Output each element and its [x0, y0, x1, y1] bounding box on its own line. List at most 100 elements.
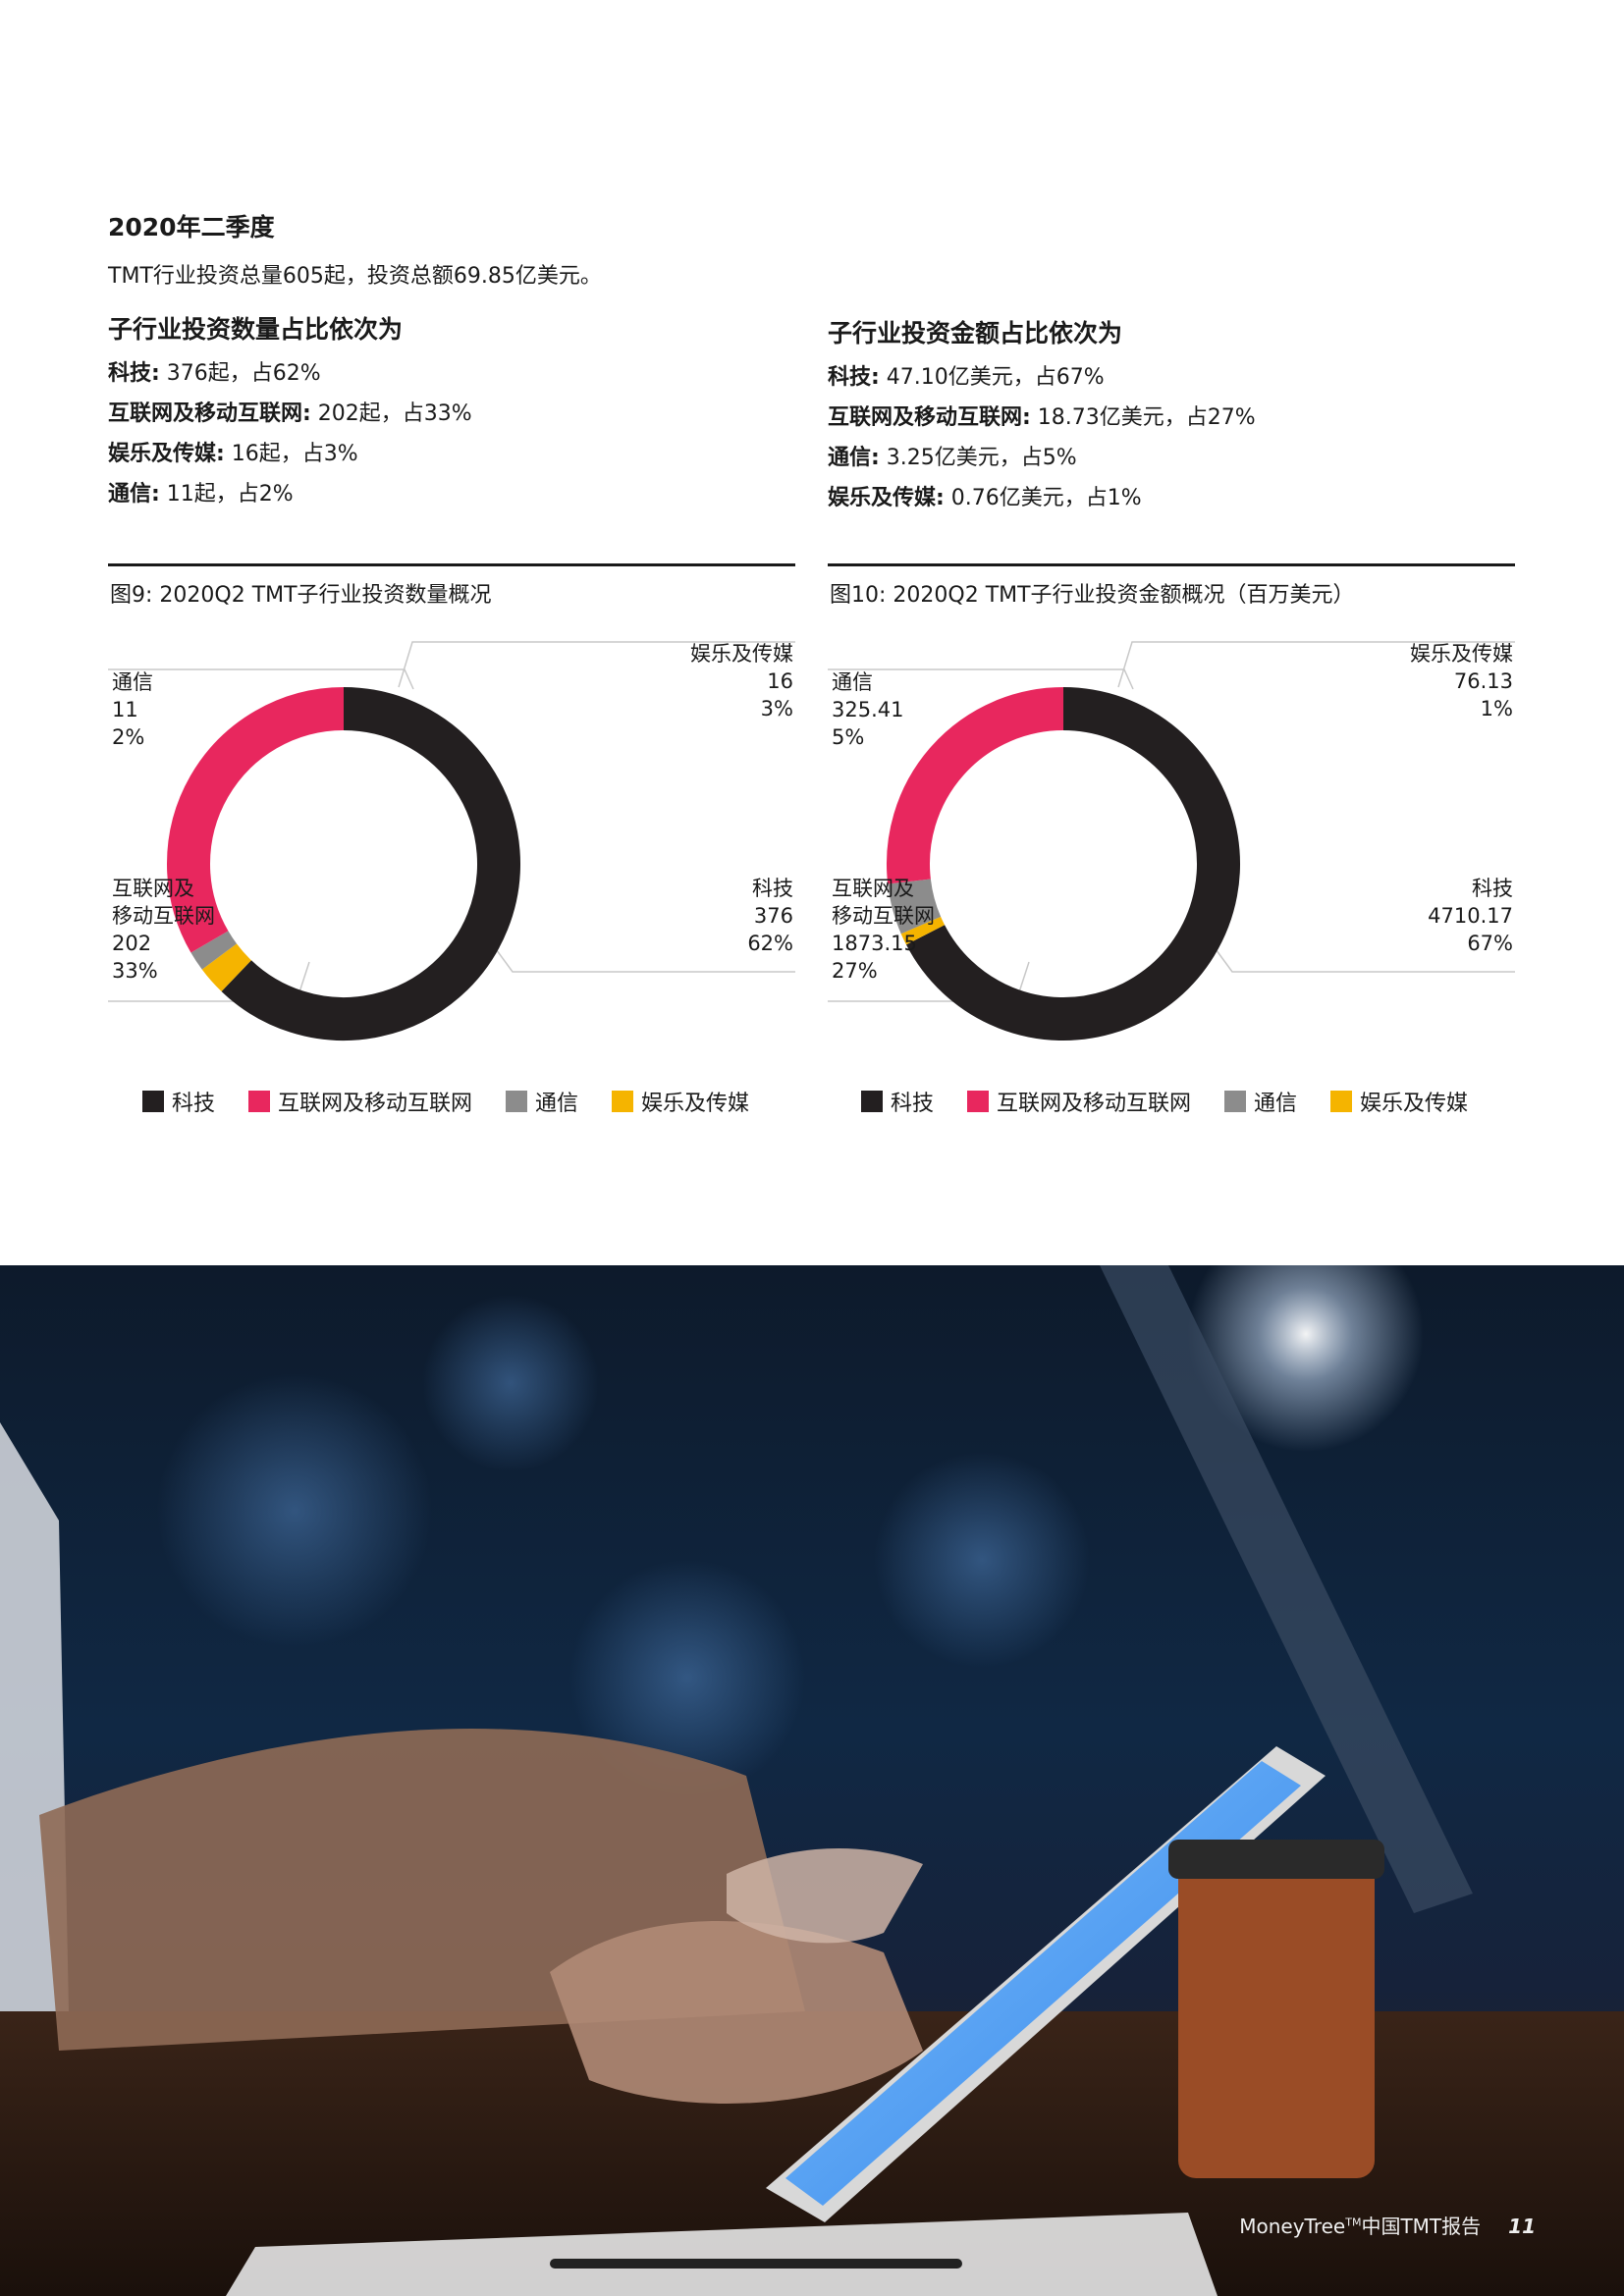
section-heading: 2020年二季度	[108, 213, 275, 241]
stat-value: 3.25亿美元，占5%	[879, 446, 1077, 470]
data-label-line: 27%	[832, 959, 878, 983]
legend-label: 通信	[535, 1092, 579, 1116]
section-intro: TMT行业投资总量605起，投资总额69.85亿美元。	[108, 264, 602, 289]
left-stats-list: 科技: 376起，占62% 互联网及移动互联网: 202起，占33% 娱乐及传媒…	[108, 353, 472, 514]
data-label-line: 2%	[112, 725, 144, 749]
legend-swatch	[861, 1091, 883, 1112]
legend-item: 互联网及移动互联网	[967, 1086, 1191, 1117]
data-label-line: 互联网及	[832, 877, 914, 900]
stat-label: 通信:	[108, 482, 160, 507]
legend-swatch	[1224, 1091, 1247, 1112]
donut-slice-media	[900, 916, 946, 945]
data-label-telecom: 通信 325.41 5%	[832, 670, 903, 749]
data-label-line: 67%	[1467, 932, 1513, 955]
data-label-line: 62%	[747, 932, 793, 955]
legend-item: 互联网及移动互联网	[248, 1086, 472, 1117]
data-label-line: 325.41	[832, 698, 903, 721]
right-stat: 通信: 3.25亿美元，占5%	[828, 438, 1256, 478]
legend-label: 互联网及移动互联网	[997, 1092, 1192, 1116]
left-column-title: 子行业投资数量占比依次为	[108, 315, 404, 344]
stat-value: 16起，占3%	[224, 442, 358, 466]
stat-label: 互联网及移动互联网:	[108, 401, 311, 426]
leader-line-tech	[1210, 941, 1515, 973]
legend-label: 互联网及移动互联网	[278, 1092, 473, 1116]
legend-swatch	[248, 1091, 271, 1112]
chart-1-svg: 科技 376 62% 娱乐及传媒 16 3% 通信 11 2% 互联网及移动互联网 202 33%	[108, 641, 795, 1041]
data-label-line: 娱乐及传媒	[1410, 642, 1513, 666]
data-label-tech: 科技 376 62%	[747, 877, 793, 955]
data-label-line: 16	[767, 669, 793, 693]
data-label-line: 移动互联网	[832, 904, 935, 928]
legend-item: 通信	[506, 1086, 578, 1117]
left-stat: 互联网及移动互联网: 202起，占33%	[108, 394, 472, 434]
stat-label: 互联网及移动互联网:	[828, 405, 1031, 430]
donut-slice-tech	[221, 687, 520, 1041]
leader-line-tech	[490, 941, 795, 973]
data-label-line: 科技	[752, 877, 793, 900]
legend-item: 娱乐及传媒	[612, 1086, 749, 1117]
donut-slice-media	[201, 943, 252, 992]
donut-slice-internet	[887, 687, 1064, 884]
legend-item: 科技	[861, 1086, 934, 1117]
data-label-line: 76.13	[1454, 669, 1513, 693]
legend-item: 通信	[1224, 1086, 1297, 1117]
stat-value: 0.76亿美元，占1%	[944, 486, 1142, 510]
right-stat: 娱乐及传媒: 0.76亿美元，占1%	[828, 478, 1256, 518]
stat-label: 通信:	[828, 446, 880, 470]
legend-item: 科技	[142, 1086, 215, 1117]
data-label-internet: 互联网及移动互联网 202 33%	[112, 877, 215, 983]
left-stat: 科技: 376起，占62%	[108, 353, 472, 394]
data-label-line: 4710.17	[1428, 904, 1513, 928]
data-label-line: 1873.15	[832, 932, 917, 955]
data-label-internet: 互联网及移动互联网 1873.15 27%	[832, 877, 935, 983]
legend-swatch	[506, 1091, 528, 1112]
data-label-tech: 科技 4710.17 67%	[1428, 877, 1513, 955]
leader-line-media	[1117, 641, 1515, 688]
right-column-title: 子行业投资金额占比依次为	[828, 319, 1123, 347]
donut-slice-telecom	[888, 878, 942, 934]
left-stat: 通信: 11起，占2%	[108, 474, 472, 514]
data-label-line: 通信	[832, 670, 873, 694]
legend-swatch	[612, 1091, 634, 1112]
data-label-media: 娱乐及传媒 76.13 1%	[1410, 642, 1513, 721]
data-label-line: 376	[754, 904, 793, 928]
legend-swatch	[967, 1091, 990, 1112]
data-label-line: 11	[112, 698, 138, 721]
footer-tm: TM	[1345, 2216, 1362, 2229]
right-stats-list: 科技: 47.10亿美元，占67% 互联网及移动互联网: 18.73亿美元，占2…	[828, 357, 1256, 518]
legend-swatch	[1330, 1091, 1353, 1112]
photo-illustration	[0, 1265, 1624, 2296]
data-label-line: 互联网及	[112, 877, 194, 900]
donut-slice-tech	[905, 687, 1240, 1041]
chart-2-svg: 科技 4710.17 67% 娱乐及传媒 76.13 1% 通信 325.41 5% 互联网及移动…	[828, 641, 1515, 1041]
footer-brand: MoneyTree	[1239, 2215, 1346, 2238]
stat-value: 47.10亿美元，占67%	[879, 365, 1105, 390]
leader-line-media	[398, 641, 795, 688]
chart-2-legend: 科技 互联网及移动互联网 通信 娱乐及传媒	[861, 1086, 1501, 1117]
right-stat: 科技: 47.10亿美元，占67%	[828, 357, 1256, 398]
chart-1-legend: 科技 互联网及移动互联网 通信 娱乐及传媒	[142, 1086, 783, 1117]
data-label-line: 5%	[832, 725, 864, 749]
legend-label: 娱乐及传媒	[641, 1092, 750, 1116]
data-label-line: 移动互联网	[112, 904, 215, 928]
page-number: 11	[1508, 2215, 1536, 2238]
figure-9-rule	[108, 563, 795, 566]
stat-value: 376起，占62%	[159, 361, 321, 386]
data-label-line: 33%	[112, 959, 158, 983]
legend-label: 娱乐及传媒	[1360, 1092, 1469, 1116]
leader-line-telecom	[108, 668, 414, 690]
data-label-telecom: 通信 11 2%	[112, 670, 153, 749]
stat-label: 娱乐及传媒:	[828, 486, 945, 510]
figure-10-rule	[828, 563, 1515, 566]
data-label-line: 202	[112, 932, 151, 955]
hero-photo	[0, 1265, 1624, 2296]
footer-report-name: 中国TMT报告	[1361, 2215, 1482, 2238]
page-footer: MoneyTreeTM中国TMT报告 11	[1239, 2211, 1536, 2239]
stat-value: 11起，占2%	[159, 482, 294, 507]
donut-slice-internet	[167, 687, 345, 953]
data-label-line: 1%	[1481, 697, 1513, 721]
stat-value: 202起，占33%	[310, 401, 472, 426]
legend-label: 科技	[172, 1092, 216, 1116]
legend-item: 娱乐及传媒	[1330, 1086, 1468, 1117]
leader-line-telecom	[828, 668, 1134, 690]
